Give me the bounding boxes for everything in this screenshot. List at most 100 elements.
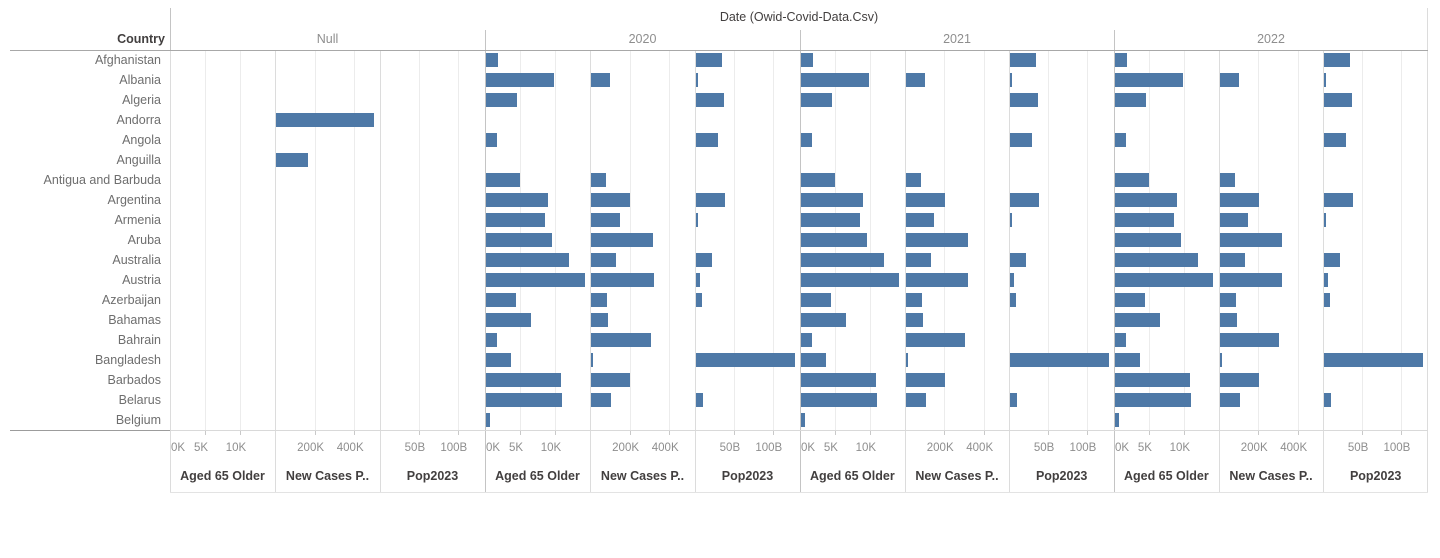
bar[interactable] — [1324, 253, 1340, 267]
bar[interactable] — [1219, 313, 1237, 327]
bar[interactable] — [801, 413, 805, 427]
bar[interactable] — [486, 373, 561, 387]
country-label[interactable]: Antigua and Barbuda — [43, 173, 161, 187]
bar[interactable] — [1115, 253, 1198, 267]
year-group-header[interactable]: 2020 — [628, 32, 657, 46]
bar[interactable] — [696, 273, 700, 287]
bar[interactable] — [801, 373, 876, 387]
bar[interactable] — [1115, 353, 1141, 367]
bar[interactable] — [801, 353, 827, 367]
bar[interactable] — [486, 73, 554, 87]
bar[interactable] — [905, 293, 922, 307]
bar[interactable] — [1010, 273, 1015, 287]
country-label[interactable]: Algeria — [122, 93, 161, 107]
bar[interactable] — [591, 193, 630, 207]
bar[interactable] — [1010, 93, 1039, 107]
bar[interactable] — [696, 93, 724, 107]
bar[interactable] — [1115, 413, 1119, 427]
bar[interactable] — [591, 293, 607, 307]
bar[interactable] — [1219, 353, 1222, 367]
bar[interactable] — [1115, 373, 1190, 387]
bar[interactable] — [591, 173, 607, 187]
bar[interactable] — [1115, 133, 1127, 147]
bar[interactable] — [1219, 333, 1280, 347]
bar[interactable] — [1219, 193, 1259, 207]
bar[interactable] — [276, 153, 309, 167]
bar[interactable] — [696, 53, 722, 67]
bar[interactable] — [486, 313, 531, 327]
country-label[interactable]: Argentina — [107, 193, 161, 207]
bar[interactable] — [1324, 293, 1331, 307]
bar[interactable] — [1115, 293, 1145, 307]
country-label[interactable]: Armenia — [114, 213, 161, 227]
country-label[interactable]: Bangladesh — [94, 353, 161, 367]
country-label[interactable]: Belgium — [115, 413, 161, 427]
bar[interactable] — [486, 173, 521, 187]
bar[interactable] — [1115, 393, 1192, 407]
country-label[interactable]: Albania — [119, 73, 161, 87]
bar[interactable] — [1324, 273, 1329, 287]
bar[interactable] — [486, 273, 585, 287]
bar[interactable] — [486, 293, 517, 307]
bar[interactable] — [1115, 73, 1183, 87]
country-label[interactable]: Angola — [122, 133, 161, 147]
country-label[interactable]: Bahamas — [108, 313, 161, 327]
bar[interactable] — [1115, 233, 1181, 247]
bar[interactable] — [591, 333, 651, 347]
bar[interactable] — [1010, 193, 1039, 207]
bar[interactable] — [696, 253, 712, 267]
bar[interactable] — [696, 133, 718, 147]
bar[interactable] — [276, 113, 375, 127]
bar[interactable] — [905, 333, 966, 347]
bar[interactable] — [1010, 53, 1036, 67]
bar[interactable] — [1219, 373, 1259, 387]
year-group-header[interactable]: Null — [316, 32, 339, 46]
country-label[interactable]: Austria — [122, 273, 161, 287]
country-label[interactable]: Aruba — [127, 233, 161, 247]
bar[interactable] — [486, 133, 498, 147]
bar[interactable] — [1010, 133, 1032, 147]
bar[interactable] — [1219, 253, 1245, 267]
bar[interactable] — [1219, 213, 1249, 227]
bar[interactable] — [486, 233, 552, 247]
bar[interactable] — [486, 93, 517, 107]
bar[interactable] — [486, 193, 549, 207]
bar[interactable] — [1010, 213, 1013, 227]
bar[interactable] — [1115, 93, 1146, 107]
bar[interactable] — [486, 413, 490, 427]
bar[interactable] — [591, 73, 610, 87]
bar[interactable] — [1324, 53, 1350, 67]
bar[interactable] — [801, 253, 884, 267]
bar[interactable] — [801, 233, 867, 247]
bar[interactable] — [591, 373, 630, 387]
year-group-header[interactable]: 2021 — [943, 32, 971, 46]
bar[interactable] — [486, 333, 498, 347]
bar[interactable] — [905, 73, 925, 87]
bar[interactable] — [486, 393, 563, 407]
bar[interactable] — [905, 233, 968, 247]
bar[interactable] — [591, 253, 617, 267]
bar[interactable] — [696, 353, 795, 367]
bar[interactable] — [801, 333, 813, 347]
country-label[interactable]: Andorra — [116, 113, 161, 127]
bar[interactable] — [696, 73, 698, 87]
bar[interactable] — [1324, 133, 1346, 147]
bar[interactable] — [591, 213, 620, 227]
bar[interactable] — [905, 273, 969, 287]
bar[interactable] — [1219, 173, 1235, 187]
bar[interactable] — [801, 93, 832, 107]
bar[interactable] — [1115, 273, 1214, 287]
country-label[interactable]: Australia — [112, 253, 161, 267]
bar[interactable] — [486, 213, 545, 227]
bar[interactable] — [1324, 213, 1327, 227]
bar[interactable] — [1324, 353, 1423, 367]
bar[interactable] — [905, 253, 931, 267]
bar[interactable] — [1324, 393, 1332, 407]
bar[interactable] — [1115, 213, 1174, 227]
bar[interactable] — [801, 133, 813, 147]
bar[interactable] — [801, 313, 846, 327]
bar[interactable] — [1010, 293, 1017, 307]
bar[interactable] — [1010, 393, 1018, 407]
bar[interactable] — [801, 393, 878, 407]
bar[interactable] — [1324, 193, 1353, 207]
